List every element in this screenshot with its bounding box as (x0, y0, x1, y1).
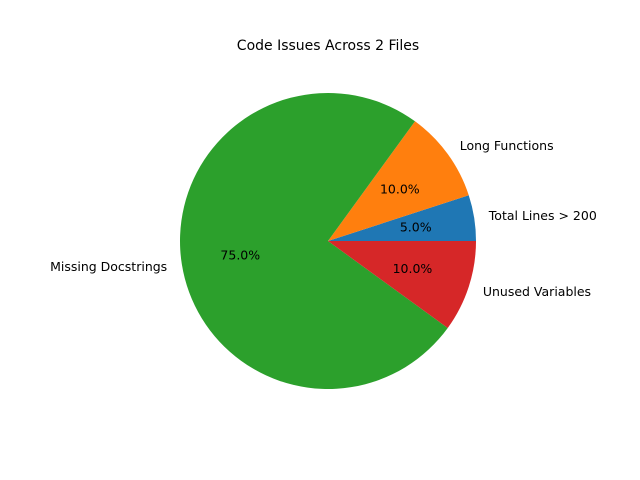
pie-slice-total-lines-200 (328, 195, 476, 241)
chart-title: Code Issues Across 2 Files (237, 38, 419, 54)
pie-slice-long-functions (328, 121, 469, 241)
slice-label-total-lines-200: Total Lines > 200 (488, 208, 597, 223)
slice-label-long-functions: Long Functions (460, 138, 554, 153)
slice-label-unused-variables: Unused Variables (483, 284, 591, 299)
slice-percent-unused-variables: 10.0% (393, 261, 433, 276)
slice-label-missing-docstrings: Missing Docstrings (50, 259, 167, 274)
pie-slice-unused-variables (328, 241, 476, 328)
pie-slice-missing-docstrings (180, 93, 448, 390)
pie-labels: Total Lines > 200 5.0% Long Functions 10.0%… (50, 138, 597, 299)
slice-percent-long-functions: 10.0% (380, 181, 420, 196)
slice-percent-missing-docstrings: 75.0% (220, 247, 260, 262)
pie-slices (180, 93, 476, 390)
slice-percent-total-lines-200: 5.0% (400, 220, 432, 235)
